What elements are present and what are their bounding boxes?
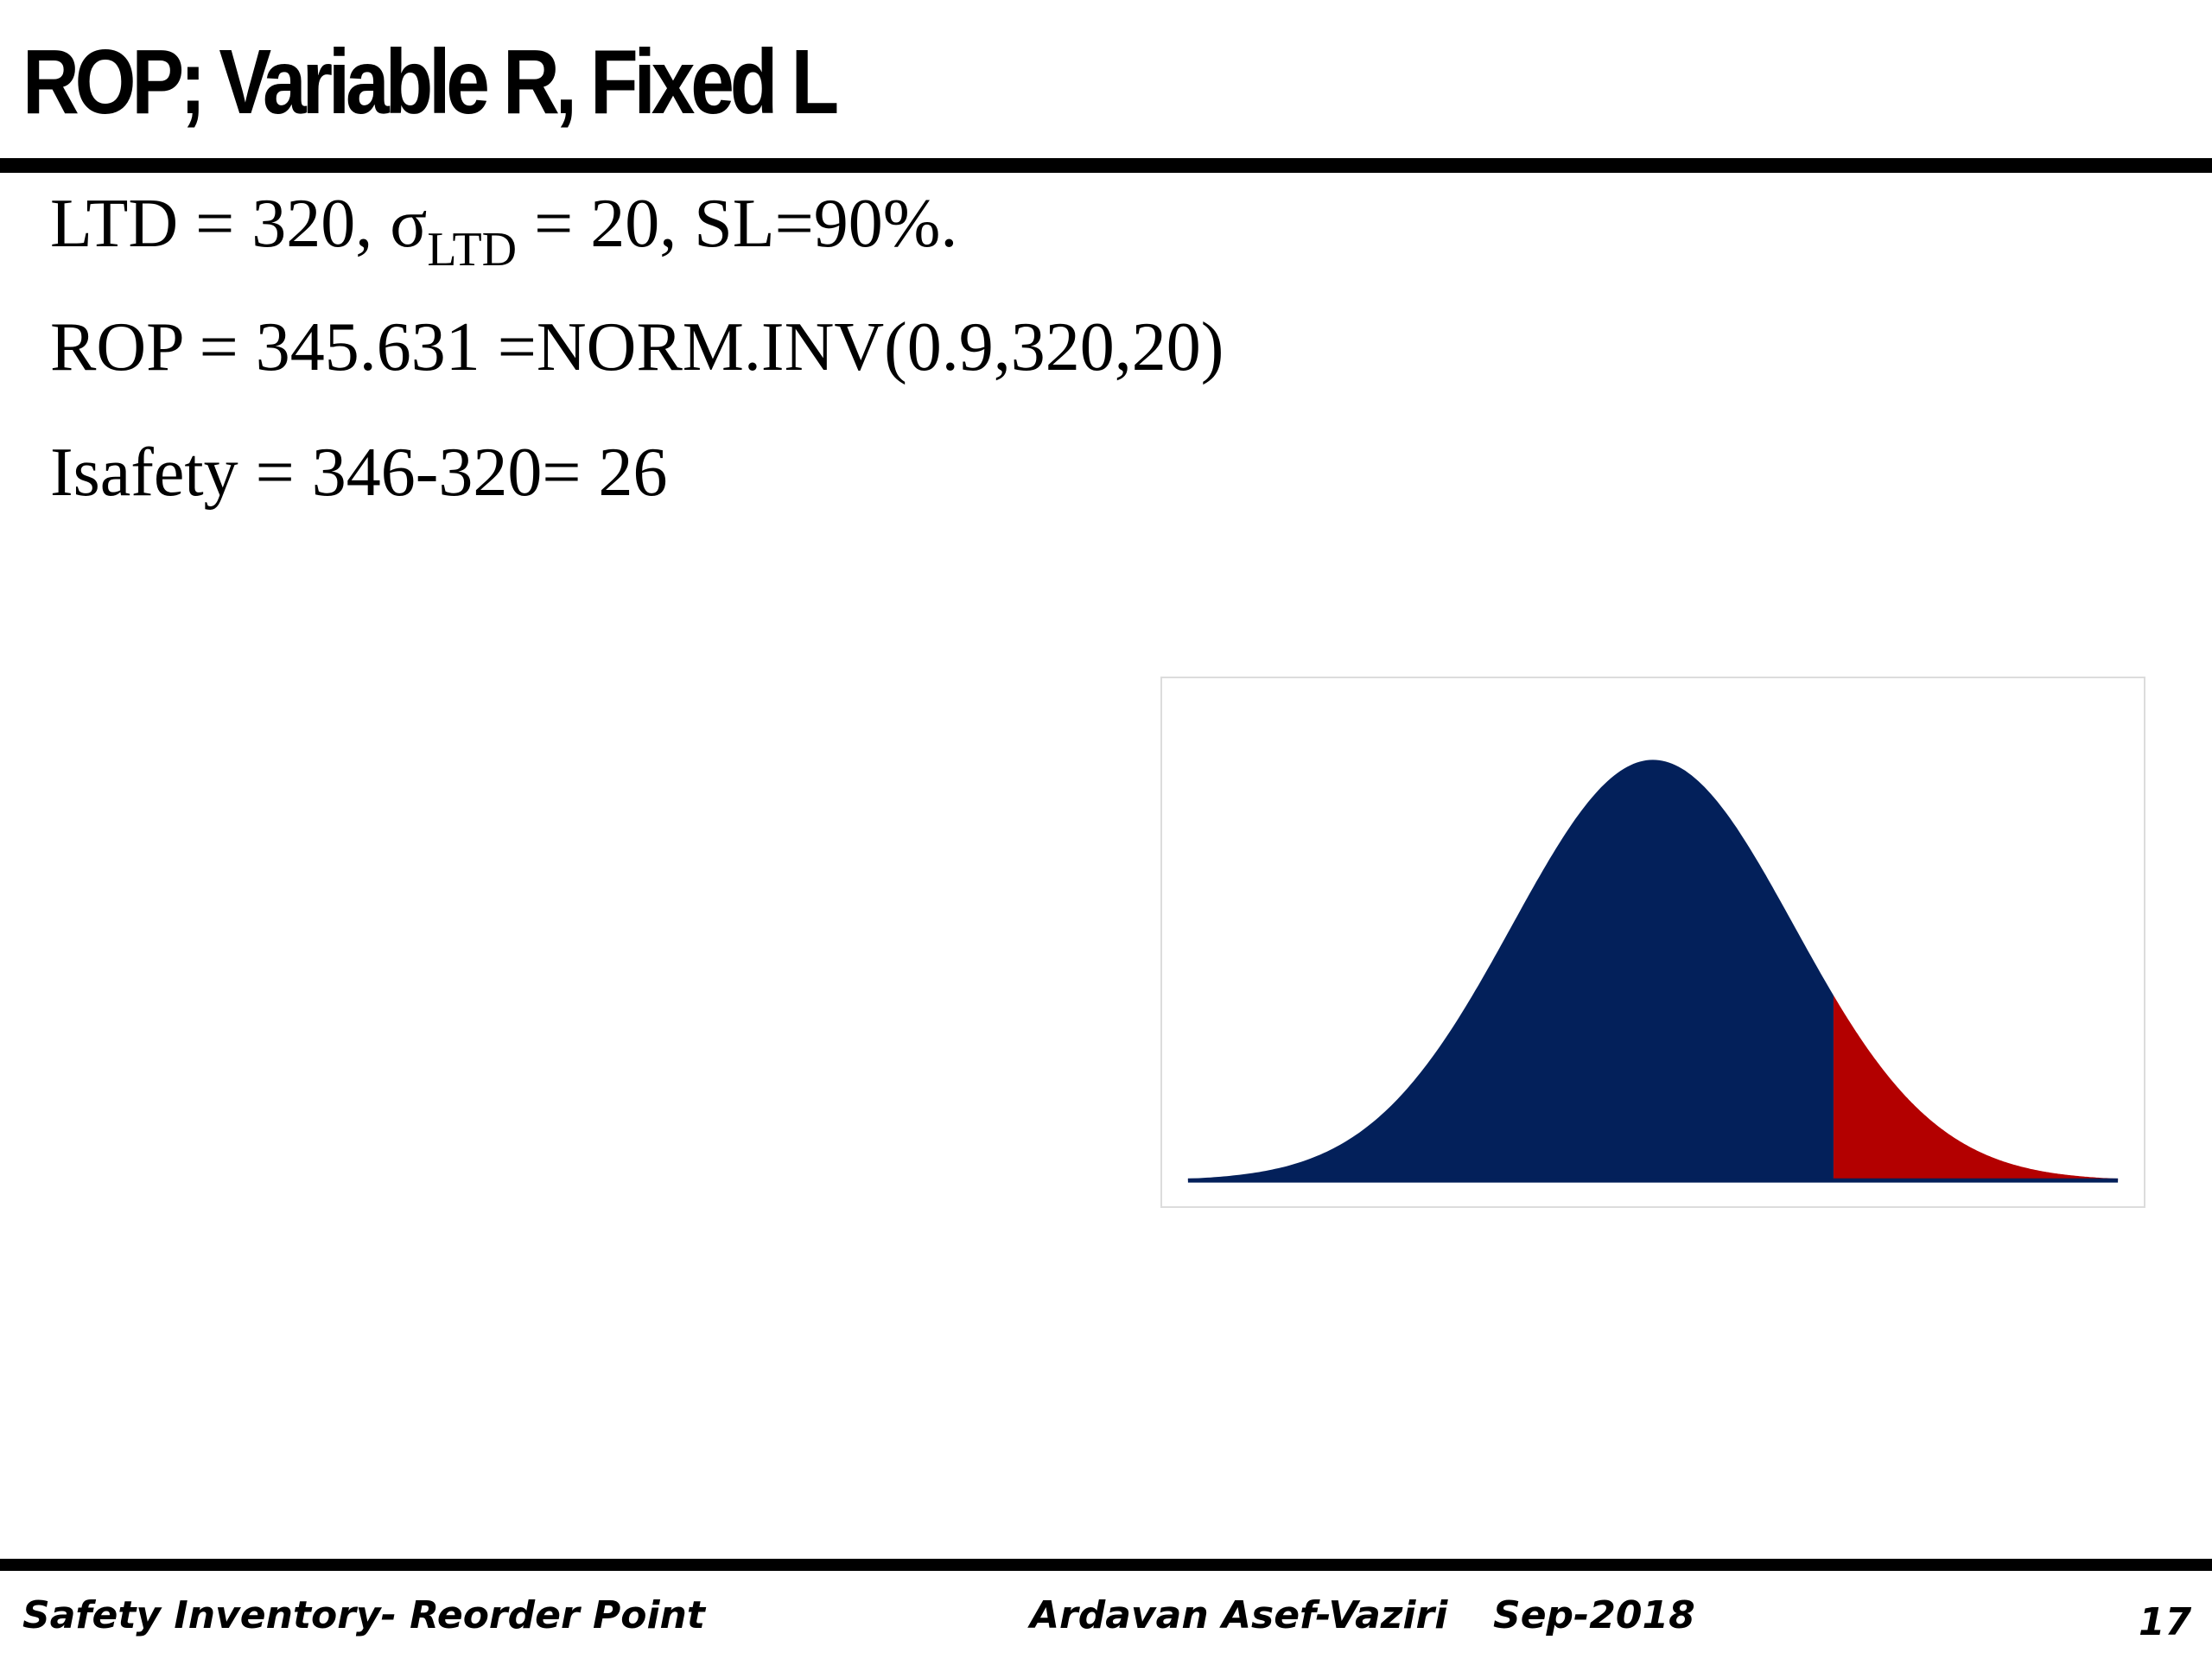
footer-date: Sep-2018 — [1493, 1593, 1695, 1637]
body-line-ltd: LTD = 320, σLTD = 20, SL=90%. — [50, 189, 957, 274]
slide-title: ROP; Variable R, Fixed L — [22, 31, 839, 133]
ltd-subscript: LTD — [427, 223, 518, 276]
curve-body-area — [1187, 760, 1834, 1181]
ltd-text-part1: LTD = 320, σ — [50, 186, 428, 262]
page-number: 17 — [2139, 1600, 2192, 1644]
footer-rule — [0, 1559, 2212, 1571]
footer-author: Ardavan Asef-Vaziri — [1030, 1593, 1448, 1637]
normal-distribution-image — [1160, 677, 2145, 1208]
ltd-text-part2: = 20, SL=90%. — [517, 186, 958, 262]
curve-tail-area — [1833, 995, 2119, 1181]
body-line-rop: ROP = 345.631 =NORM.INV(0.9,320,20) — [50, 309, 1224, 385]
footer-topic: Safety Inventory- Reorder Point — [22, 1593, 705, 1637]
normal-curve-svg — [1187, 760, 2119, 1183]
title-rule — [0, 158, 2212, 173]
body-line-isafety: Isafety = 346-320= 26 — [50, 435, 668, 511]
